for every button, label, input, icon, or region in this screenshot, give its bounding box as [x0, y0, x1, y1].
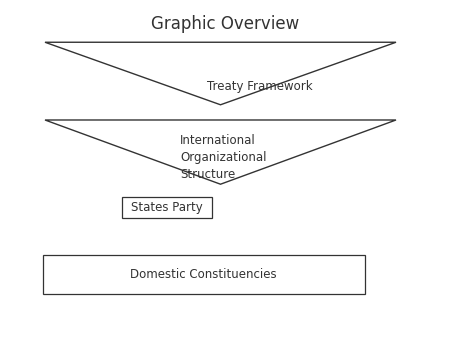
Text: Treaty Framework: Treaty Framework	[207, 80, 313, 93]
Text: Domestic Constituencies: Domestic Constituencies	[130, 268, 277, 281]
Text: Graphic Overview: Graphic Overview	[151, 15, 299, 33]
Text: States Party: States Party	[130, 201, 202, 214]
Text: International
Organizational
Structure: International Organizational Structure	[180, 134, 266, 181]
